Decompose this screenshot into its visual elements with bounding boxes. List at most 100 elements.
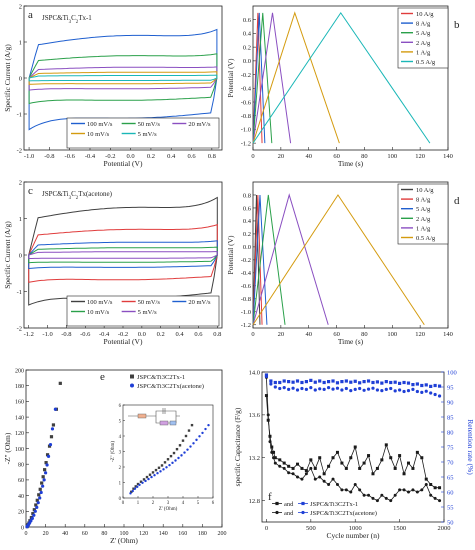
data-point: [318, 387, 322, 391]
x-tick-label: -0.8: [61, 331, 71, 338]
data-point: [195, 438, 198, 442]
gcd-curve: [252, 12, 292, 144]
data-point: [402, 472, 406, 476]
y2-tick-label: 65: [447, 474, 454, 481]
data-point: [393, 493, 397, 497]
data-point: [159, 470, 162, 473]
inset-frame: [122, 404, 214, 499]
data-point: [429, 391, 433, 395]
data-point: [148, 473, 152, 476]
data-point: [296, 475, 300, 479]
x-axis-label: Z' (Ohm): [159, 507, 178, 512]
panel-d: 0 20 40 60 80 100 120 140 -1.2 -1.0 -0.8 -0.6 -0.4 -0…: [226, 181, 460, 346]
data-point: [362, 380, 366, 384]
gcd-curve: [252, 194, 263, 325]
x-tick-label: 180: [198, 531, 207, 537]
data-point: [273, 461, 277, 465]
data-point: [272, 456, 276, 460]
data-point: [130, 374, 134, 379]
data-point: [295, 388, 300, 392]
y-tick-label: -0.2: [241, 72, 251, 79]
data-point: [132, 487, 135, 490]
data-point: [353, 379, 357, 383]
data-point: [129, 492, 132, 495]
data-point: [300, 477, 304, 481]
data-point: [268, 440, 272, 444]
x-tick-label: -1.0: [42, 331, 52, 338]
y-tick-label: -0.4: [241, 270, 252, 277]
x-tick-label: 0: [265, 525, 268, 532]
data-point: [420, 390, 424, 394]
legend-entry: 1 A/g: [416, 225, 431, 232]
data-point: [415, 382, 419, 386]
data-point: [160, 464, 164, 467]
data-point: [58, 381, 62, 385]
x-tick-label: 0.0: [138, 331, 146, 338]
data-point: [138, 483, 141, 487]
data-point: [295, 379, 300, 383]
data-point: [415, 450, 419, 454]
data-point: [375, 388, 380, 392]
x-tick-label: 40: [62, 531, 68, 537]
gcd-curve: [252, 11, 431, 144]
data-point: [166, 458, 170, 461]
y-tick-label: 0.0: [243, 58, 251, 65]
cv-curve: [28, 74, 218, 82]
y-tick-label: 1: [19, 216, 22, 223]
data-point: [264, 394, 268, 398]
y-tick-label: 0.2: [243, 44, 251, 51]
data-point: [287, 380, 291, 384]
data-point: [162, 468, 165, 471]
data-point: [380, 389, 384, 393]
data-point: [296, 462, 300, 466]
x-tick-label: 120: [415, 153, 425, 160]
cv-curve: [28, 66, 218, 91]
data-point: [335, 381, 340, 385]
data-point: [393, 389, 397, 393]
x-tick-label: 100: [387, 153, 397, 160]
x-tick-label: -0.8: [44, 153, 54, 160]
x-tick-label: 0: [251, 153, 254, 160]
data-point: [39, 490, 43, 495]
x-axis-label: Z' (Ohm): [110, 536, 138, 545]
data-point: [40, 481, 44, 485]
data-point: [420, 456, 424, 460]
data-point: [172, 451, 176, 455]
legend-entry: 20 mV/s: [188, 121, 211, 128]
y-axis-label: -Z'' (Ohm): [111, 441, 116, 462]
legend-entry: and: [284, 510, 294, 517]
y-tick-label: 12.8: [249, 498, 260, 505]
data-point: [32, 513, 36, 517]
data-point: [168, 463, 171, 467]
legend-entry: 100 mV/s: [87, 299, 113, 306]
data-point: [130, 490, 133, 493]
legend-entry: 10 A/g: [416, 187, 434, 194]
x-tick-label: 500: [306, 525, 316, 532]
y-tick-label: 5: [119, 419, 122, 424]
legend-box: [66, 117, 220, 149]
data-point: [335, 450, 339, 454]
data-point: [322, 479, 326, 483]
data-point: [287, 471, 291, 475]
data-point: [192, 442, 195, 445]
data-point: [278, 458, 282, 462]
plot-frame: [261, 371, 445, 523]
y-tick-label: 0.8: [243, 192, 251, 199]
x-tick-label: 0.8: [213, 331, 221, 338]
x-axis-label: Potential (V): [104, 159, 143, 168]
y-tick-label: 0: [19, 252, 22, 259]
data-point: [270, 450, 274, 454]
data-point: [33, 509, 37, 513]
y-tick-label: 3: [119, 450, 122, 455]
legend-entry: JSPC&Ti3C2Tx(acetone): [137, 383, 204, 390]
data-point: [420, 383, 424, 388]
data-point: [309, 386, 313, 390]
data-point: [371, 496, 375, 500]
data-point: [340, 380, 344, 384]
y-tick-label: 0.6: [243, 17, 252, 24]
equivalent-circuit-icon: [128, 408, 180, 426]
data-point: [50, 427, 55, 431]
x-tick-label: 0: [25, 531, 28, 537]
legend-entry: 50 mV/s: [138, 121, 161, 128]
y-tick-label: 40: [18, 494, 24, 500]
